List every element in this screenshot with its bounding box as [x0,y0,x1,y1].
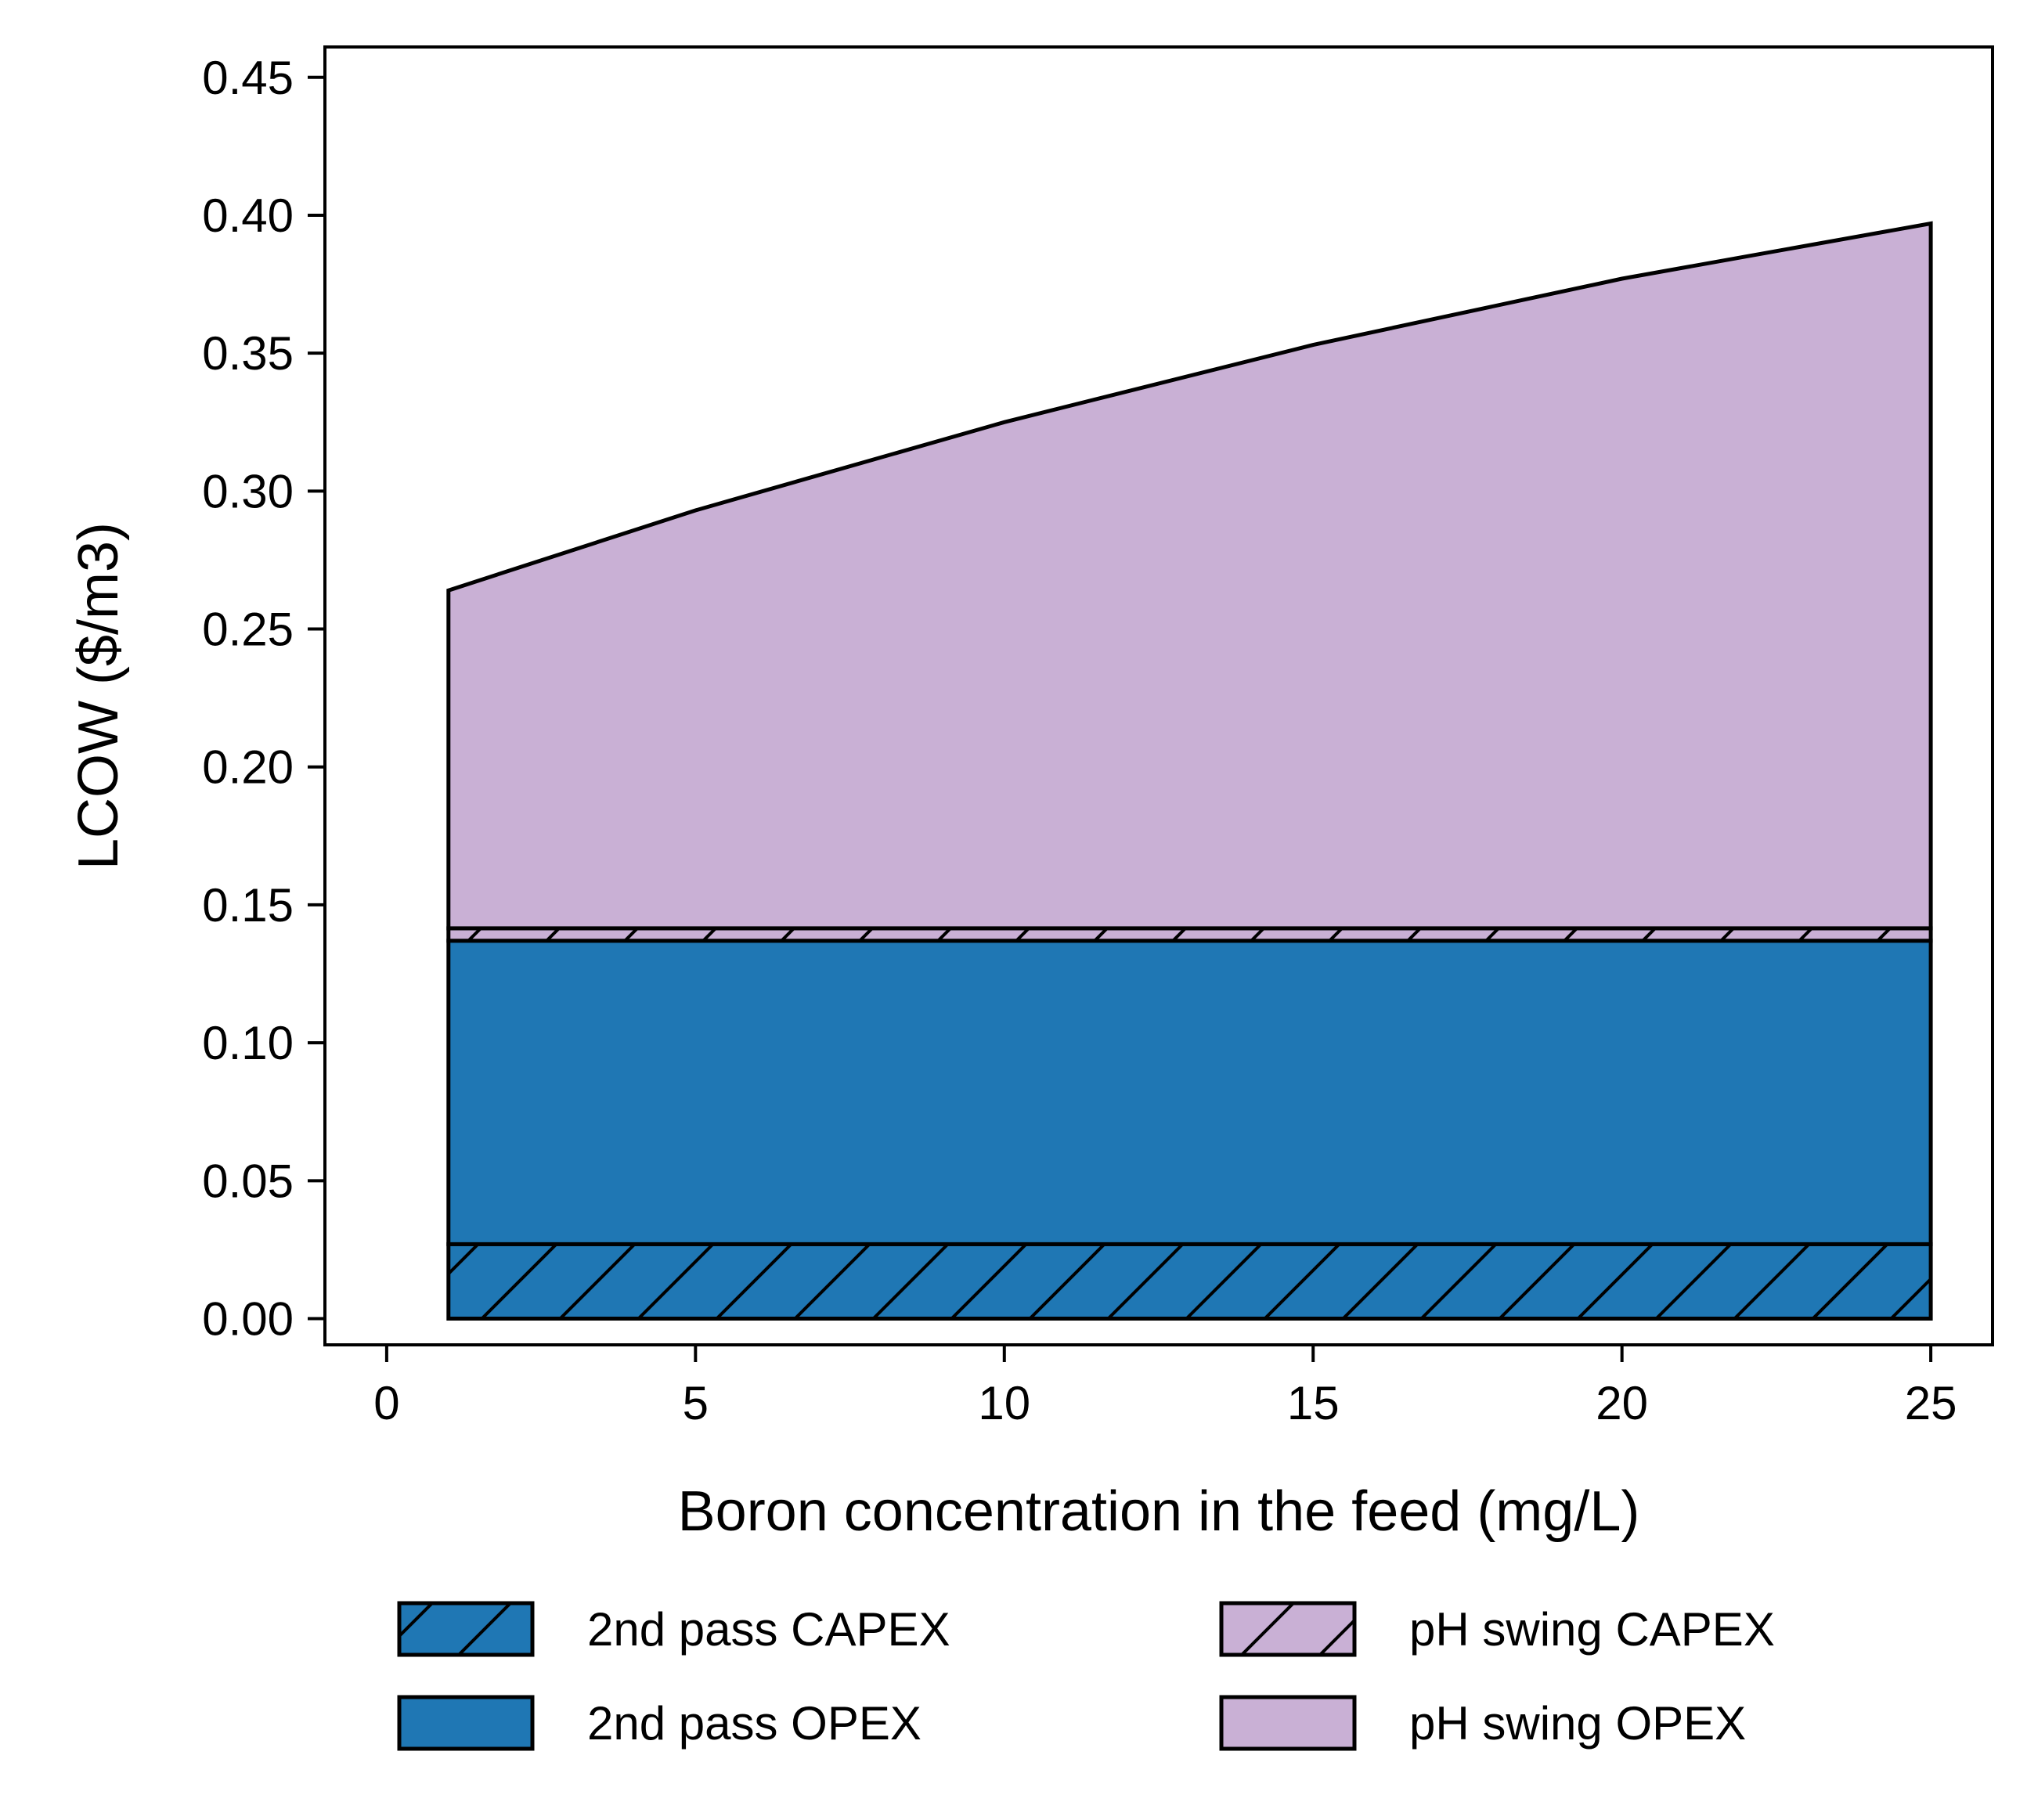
y-tick-label: 0.30 [202,465,294,517]
y-tick-label: 0.20 [202,741,294,794]
x-tick-label: 25 [1905,1377,1957,1429]
area-series-4 [446,221,1933,931]
y-tick-label: 0.15 [202,879,294,932]
x-tick-label: 5 [683,1377,709,1429]
y-axis-label: LCOW ($/m3) [67,522,130,870]
y-tick-label: 0.35 [202,327,294,380]
y-tick-label: 0.25 [202,604,294,656]
area-fill [448,940,1931,1245]
x-tick-label: 10 [978,1377,1030,1429]
legend-swatch [1221,1697,1354,1749]
legend-swatch-outline [397,1695,535,1751]
legend-swatch-outline [397,1601,535,1657]
x-tick-label: 15 [1287,1377,1340,1429]
legend-swatch-outline [1219,1601,1357,1657]
y-tick-label: 0.45 [202,52,294,104]
legend-swatch-hatch [399,1603,532,1655]
legend-label: pH swing OPEX [1409,1697,1746,1750]
area-series-3 [446,926,1933,943]
legend-label: 2nd pass OPEX [587,1697,922,1750]
y-axis: 0.00 0.05 0.10 0.15 0.20 0.25 0.30 0.35 0.40 0.45 [202,52,325,1346]
legend-item: pH swing OPEX [1219,1695,1746,1751]
x-tick-label: 20 [1596,1377,1648,1429]
legend-swatch [399,1697,532,1749]
area-hatch [448,1244,1931,1319]
legend-swatch-hatch [1221,1603,1354,1655]
legend: 2nd pass CAPEX 2nd pass OPEX pH swing CAPE… [397,1601,1775,1751]
x-tick-label: 0 [373,1377,399,1429]
area-series-1 [446,1242,1933,1321]
legend-item: 2nd pass CAPEX [397,1601,950,1657]
area-hatch [448,928,1931,941]
stacked-areas [446,221,1933,1321]
y-tick-label: 0.40 [202,189,294,242]
area-fill [448,223,1931,928]
area-outline [446,221,1933,931]
legend-item: pH swing CAPEX [1219,1601,1775,1657]
y-tick-label: 0.05 [202,1155,294,1207]
y-tick-label: 0.00 [202,1293,294,1346]
x-axis-label: Boron concentration in the feed (mg/L) [678,1480,1640,1543]
legend-label: 2nd pass CAPEX [587,1603,950,1656]
legend-swatch-outline [1219,1695,1357,1751]
legend-label: pH swing CAPEX [1409,1603,1775,1656]
y-tick-label: 0.10 [202,1017,294,1069]
area-series-2 [446,939,1933,1246]
plot-frame [323,45,1994,1346]
x-axis: 0 5 10 15 20 25 [373,1345,1957,1429]
legend-item: 2nd pass OPEX [397,1695,922,1751]
